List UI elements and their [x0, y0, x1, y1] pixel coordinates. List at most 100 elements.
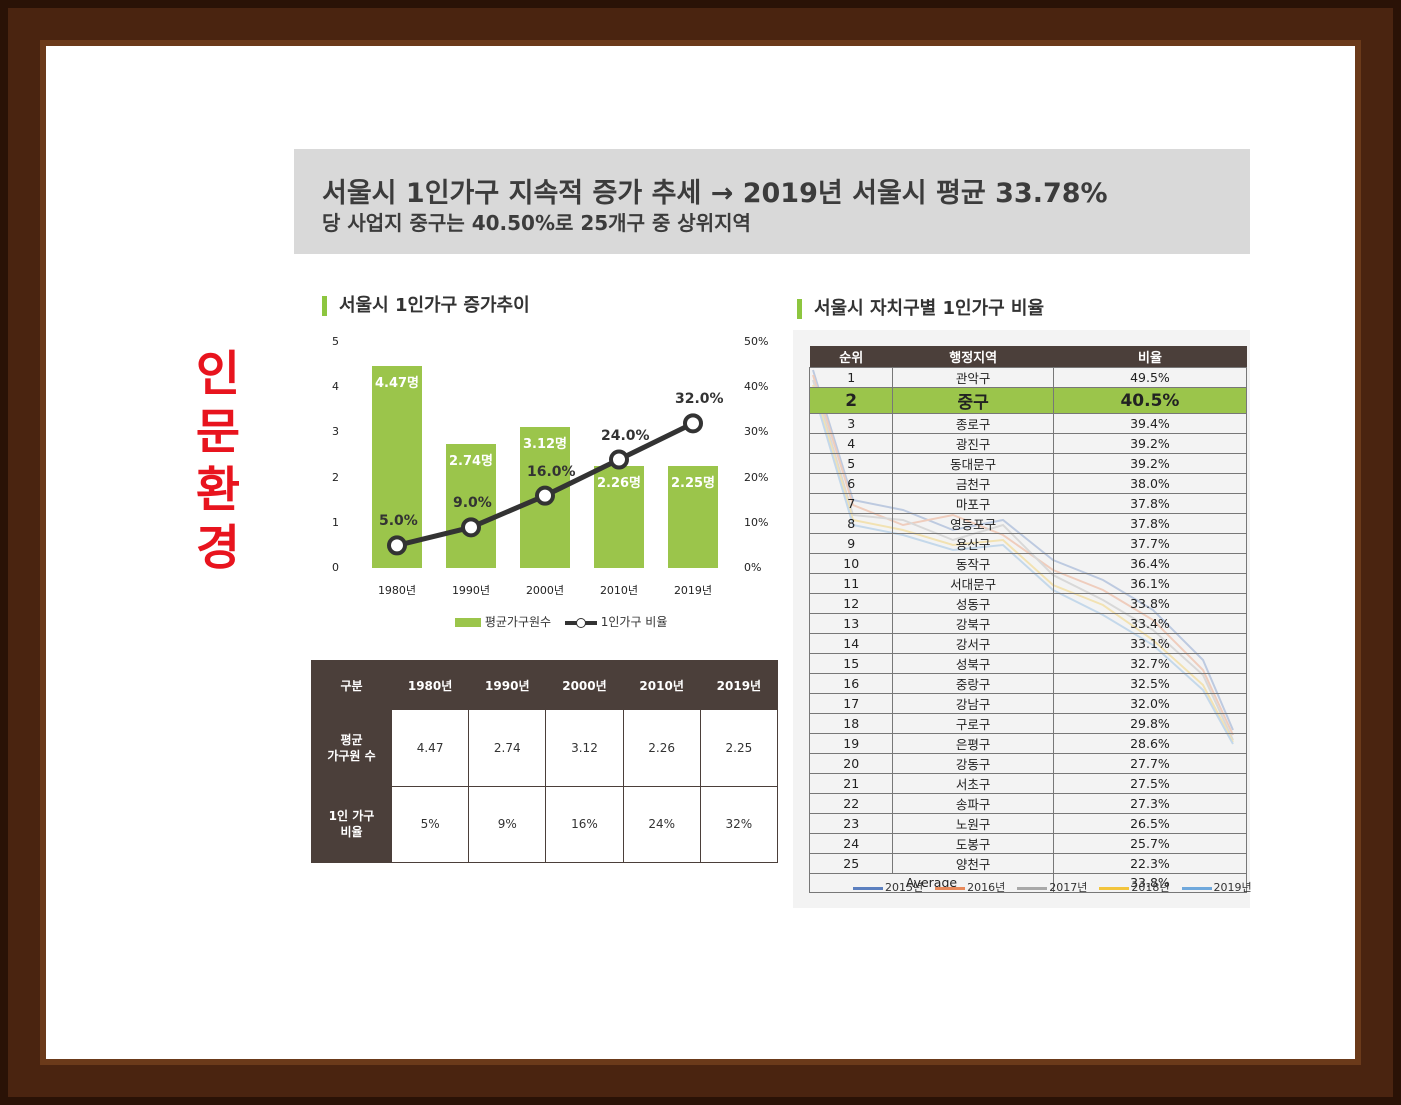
- summary-col-header: 2019년: [699, 660, 779, 710]
- line-value-label: 32.0%: [675, 391, 724, 408]
- table-row: 22 송파구 27.3%: [808, 793, 1248, 814]
- bar-value-label: 2.25명: [670, 476, 716, 492]
- rank-cell: 9: [808, 533, 894, 554]
- ranking-table: 순위 행정지역 비율 1 관악구 49.5% 2 중구 40.5% 3 종로구 39.4% 4 광진…: [808, 346, 1248, 893]
- ratio-cell: 37.7%: [1052, 533, 1248, 554]
- table-row: 3 종로구 39.4%: [808, 413, 1248, 434]
- legend-label: 2015년: [885, 881, 924, 894]
- ratio-cell: 32.7%: [1052, 653, 1248, 674]
- table-row: 20 강동구 27.7%: [808, 753, 1248, 774]
- rank-cell: 24: [808, 833, 894, 854]
- ratio-cell: 33.8%: [1052, 593, 1248, 614]
- ratio-cell: 28.6%: [1052, 733, 1248, 754]
- district-cell: 구로구: [892, 713, 1054, 734]
- legend-item: 2015년: [853, 881, 923, 894]
- table-row: 5 동대문구 39.2%: [808, 453, 1248, 474]
- legend-label: 2019년: [1213, 881, 1252, 894]
- x-axis-tick: 2000년: [525, 584, 565, 597]
- district-cell: 마포구: [892, 493, 1054, 514]
- summary-cell: 24%: [622, 785, 701, 863]
- ratio-cell: 39.4%: [1052, 413, 1248, 434]
- table-row: 9 용산구 37.7%: [808, 533, 1248, 554]
- summary-cell: 9%: [468, 785, 547, 863]
- legend-label: 2017년: [1049, 881, 1088, 894]
- rank-col-header: 순위: [809, 346, 893, 368]
- summary-row-header: 평균 가구원 수: [311, 709, 392, 787]
- rank-cell: 11: [808, 573, 894, 594]
- rank-cell: 23: [808, 813, 894, 834]
- legend-label: 2018년: [1131, 881, 1170, 894]
- rank-cell: 13: [808, 613, 894, 634]
- rank-cell: 14: [808, 633, 894, 654]
- left-axis-tick: 2: [332, 470, 339, 484]
- rank-cell: 17: [808, 693, 894, 714]
- rank-cell: 16: [808, 673, 894, 694]
- left-axis-tick: 5: [332, 335, 339, 348]
- district-cell: 광진구: [892, 433, 1054, 454]
- table-row: 19 은평구 28.6%: [808, 733, 1248, 754]
- table-row: 17 강남구 32.0%: [808, 693, 1248, 714]
- legend-label: 2016년: [967, 881, 1006, 894]
- rank-col-header: 행정지역: [892, 346, 1054, 368]
- rank-col-header: 비율: [1053, 346, 1247, 368]
- district-cell: 서초구: [892, 773, 1054, 794]
- legend-item: 2018년: [1099, 881, 1170, 894]
- table-row: 1인 가구 비율 5% 9% 16% 24% 32%: [311, 785, 779, 863]
- ratio-cell: 32.0%: [1052, 693, 1248, 714]
- district-cell: 관악구: [892, 367, 1054, 388]
- table-row: 13 강북구 33.4%: [808, 613, 1248, 634]
- x-axis-tick: 2010년: [599, 584, 639, 597]
- summary-cell: 16%: [545, 785, 624, 863]
- summary-cell: 5%: [390, 785, 470, 863]
- table-row: 6 금천구 38.0%: [808, 473, 1248, 494]
- right-axis-tick: 10%: [744, 515, 769, 529]
- district-cell: 영등포구: [892, 513, 1054, 534]
- summary-col-header: 1980년: [390, 660, 470, 710]
- ratio-cell: 32.5%: [1052, 673, 1248, 694]
- ratio-cell: 25.7%: [1052, 833, 1248, 854]
- bar-value-label: 4.47명: [374, 375, 420, 391]
- district-cell: 송파구: [892, 793, 1054, 814]
- legend-swatch: [1181, 886, 1212, 890]
- line-value-label: 16.0%: [527, 463, 576, 480]
- district-cell: 노원구: [892, 813, 1054, 834]
- table-row: 4 광진구 39.2%: [808, 433, 1248, 454]
- district-cell: 강서구: [892, 633, 1054, 654]
- rank-cell: 7: [808, 493, 894, 514]
- table-row: 16 중랑구 32.5%: [808, 673, 1248, 694]
- district-cell: 강북구: [892, 613, 1054, 634]
- summary-col-header: 구분: [311, 660, 392, 710]
- table-row: 25 양천구 22.3%: [808, 853, 1248, 874]
- bar: [372, 365, 422, 568]
- left-axis-tick: 3: [332, 425, 339, 439]
- legend-swatch: [1099, 886, 1130, 890]
- summary-col-header: 2000년: [545, 660, 624, 710]
- ratio-cell: 27.3%: [1052, 793, 1248, 814]
- legend-swatch: [935, 886, 966, 890]
- district-cell: 강동구: [892, 753, 1054, 774]
- table-row: 7 마포구 37.8%: [808, 493, 1248, 514]
- ratio-cell: 37.8%: [1052, 493, 1248, 514]
- ranking-legend: 2015년 2016년 2017년 2018년 2019년: [853, 879, 1264, 895]
- header-line-2: 당 사업지 중구는 40.50%로 25개구 중 상위지역: [322, 211, 751, 235]
- rank-cell: 3: [808, 413, 894, 434]
- x-axis-tick: 2019년: [673, 584, 713, 597]
- table-row: 1 관악구 49.5%: [808, 367, 1248, 388]
- ratio-cell: 27.5%: [1052, 773, 1248, 794]
- summary-cell: 2.25: [699, 709, 779, 787]
- line-value-label: 24.0%: [601, 427, 650, 444]
- rank-cell: 4: [808, 433, 894, 454]
- right-axis-tick: 50%: [744, 335, 769, 348]
- district-cell: 종로구: [892, 413, 1054, 434]
- legend-line-label: 1인가구 비율: [600, 615, 668, 629]
- district-cell: 서대문구: [892, 573, 1054, 594]
- header-banner: 서울시 1인가구 지속적 증가 추세 → 2019년 서울시 평균 33.78%…: [294, 149, 1250, 254]
- ratio-cell: 27.7%: [1052, 753, 1248, 774]
- district-cell: 도봉구: [892, 833, 1054, 854]
- summary-cell: 4.47: [390, 709, 470, 787]
- district-cell: 양천구: [892, 853, 1054, 874]
- rank-cell: 5: [808, 453, 894, 474]
- rank-cell: 1: [808, 367, 894, 388]
- ratio-cell: 38.0%: [1052, 473, 1248, 494]
- bar-value-label: 2.74명: [448, 454, 494, 470]
